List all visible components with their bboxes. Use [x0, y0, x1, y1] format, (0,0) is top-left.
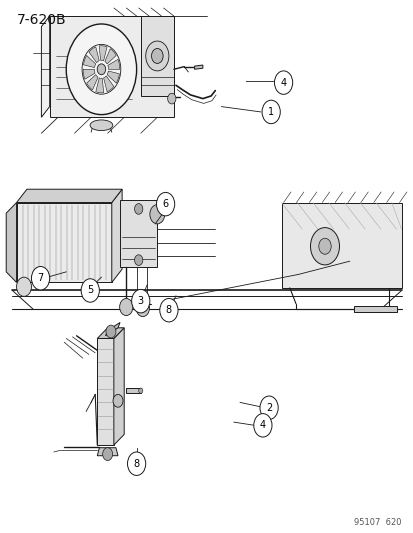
Polygon shape — [17, 189, 122, 203]
Circle shape — [151, 49, 163, 63]
Polygon shape — [6, 203, 17, 282]
Wedge shape — [83, 55, 95, 68]
Text: 5: 5 — [87, 286, 93, 295]
Polygon shape — [126, 388, 140, 393]
Circle shape — [31, 266, 50, 290]
Circle shape — [261, 100, 280, 124]
Circle shape — [134, 255, 142, 265]
Circle shape — [136, 300, 149, 317]
Wedge shape — [107, 59, 119, 69]
Text: 6: 6 — [162, 199, 168, 209]
Polygon shape — [194, 65, 202, 69]
Circle shape — [159, 298, 178, 322]
Circle shape — [156, 192, 174, 216]
Circle shape — [82, 44, 121, 94]
Wedge shape — [86, 75, 98, 90]
Circle shape — [310, 228, 339, 265]
Circle shape — [66, 24, 136, 115]
Text: 8: 8 — [133, 459, 139, 469]
Wedge shape — [107, 71, 119, 83]
Circle shape — [113, 394, 123, 407]
Text: 7-620B: 7-620B — [17, 13, 66, 27]
Wedge shape — [83, 69, 95, 79]
Polygon shape — [114, 328, 124, 445]
Wedge shape — [89, 47, 99, 63]
Circle shape — [17, 277, 31, 296]
Circle shape — [134, 204, 142, 214]
Text: 3: 3 — [138, 296, 143, 306]
Polygon shape — [97, 338, 114, 445]
Circle shape — [318, 238, 330, 254]
Circle shape — [145, 41, 169, 71]
Polygon shape — [140, 16, 173, 96]
Circle shape — [106, 325, 116, 338]
Wedge shape — [104, 49, 116, 64]
Circle shape — [150, 205, 164, 224]
Circle shape — [97, 64, 105, 75]
Circle shape — [274, 71, 292, 94]
Ellipse shape — [90, 120, 112, 131]
Circle shape — [102, 448, 112, 461]
Circle shape — [253, 414, 271, 437]
Polygon shape — [97, 448, 118, 456]
Polygon shape — [281, 203, 401, 288]
Circle shape — [138, 388, 142, 393]
Text: 2: 2 — [265, 403, 272, 413]
Circle shape — [259, 396, 278, 419]
Polygon shape — [120, 200, 157, 266]
Text: 7: 7 — [37, 273, 44, 283]
Polygon shape — [97, 328, 124, 338]
Circle shape — [81, 279, 99, 302]
Text: 4: 4 — [280, 78, 286, 87]
Circle shape — [119, 298, 133, 316]
Polygon shape — [41, 16, 50, 117]
Text: 8: 8 — [166, 305, 171, 315]
Circle shape — [127, 452, 145, 475]
Text: 4: 4 — [259, 421, 265, 430]
Polygon shape — [353, 306, 396, 312]
Wedge shape — [95, 78, 103, 93]
Polygon shape — [17, 203, 112, 282]
Text: 1: 1 — [268, 107, 273, 117]
Polygon shape — [112, 189, 122, 282]
Polygon shape — [105, 322, 120, 336]
Wedge shape — [103, 76, 114, 92]
Circle shape — [167, 93, 176, 104]
Wedge shape — [99, 46, 107, 61]
Polygon shape — [50, 16, 173, 117]
Text: 95107  620: 95107 620 — [353, 518, 401, 527]
Circle shape — [131, 289, 150, 313]
